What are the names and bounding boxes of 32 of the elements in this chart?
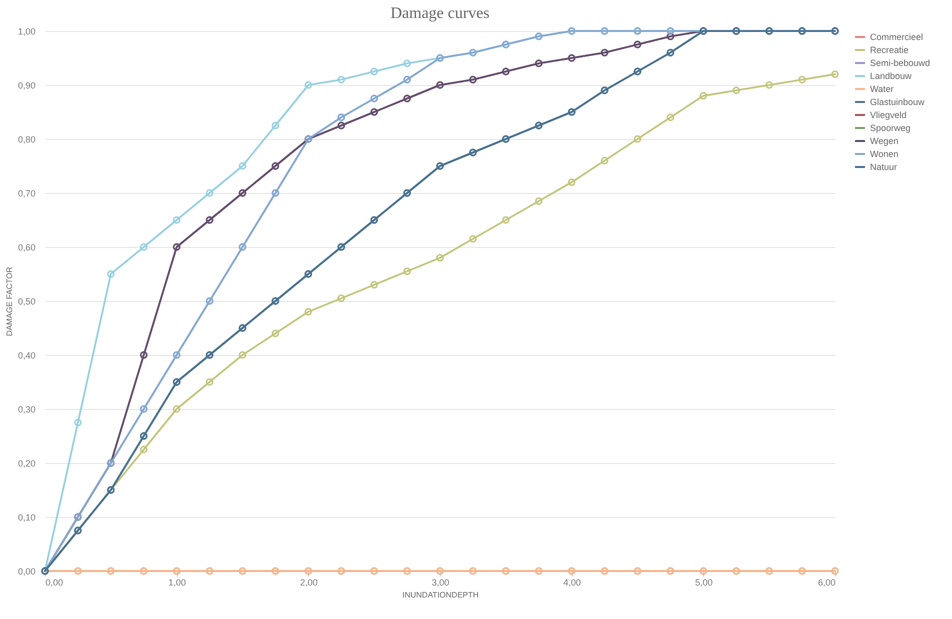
y-tick-label: 0,00: [18, 566, 36, 576]
x-tick-label: 2,00: [300, 578, 318, 588]
legend-label: Natuur: [870, 162, 898, 172]
x-tick-label: 5,00: [695, 578, 713, 588]
x-tick-label: 6,00: [818, 578, 836, 588]
y-tick-label: 0,50: [18, 296, 36, 306]
legend-label: Glastuinbouw: [870, 97, 926, 107]
legend-label: Commercieel: [870, 32, 924, 42]
y-tick-label: 0,70: [18, 188, 36, 198]
legend-label: Wonen: [870, 149, 898, 159]
legend-label: Wegen: [870, 136, 898, 146]
y-tick-label: 1,00: [18, 26, 36, 36]
x-tick-label: 1,00: [168, 578, 186, 588]
legend-label: Recreatie: [870, 45, 909, 55]
x-tick-label: 3,00: [432, 578, 450, 588]
y-tick-label: 0,30: [18, 404, 36, 414]
y-tick-label: 0,90: [18, 80, 36, 90]
legend-label: Landbouw: [870, 71, 912, 81]
chart-title: Damage curves: [390, 5, 490, 22]
legend-label: Vliegveld: [870, 110, 907, 120]
legend-label: Water: [870, 84, 894, 94]
y-tick-label: 0,60: [18, 242, 36, 252]
legend-label: Spoorweg: [870, 123, 911, 133]
y-tick-label: 0,40: [18, 350, 36, 360]
y-tick-label: 0,20: [18, 458, 36, 468]
y-tick-label: 0,80: [18, 134, 36, 144]
x-tick-label: 0,00: [46, 578, 64, 588]
y-axis-title: DAMAGE FACTOR: [4, 266, 14, 336]
y-tick-label: 0,10: [18, 512, 36, 522]
x-tick-label: 4,00: [563, 578, 581, 588]
legend-label: Semi-bebouwd: [870, 58, 930, 68]
x-axis-title: INUNDATIONDEPTH: [402, 590, 479, 600]
